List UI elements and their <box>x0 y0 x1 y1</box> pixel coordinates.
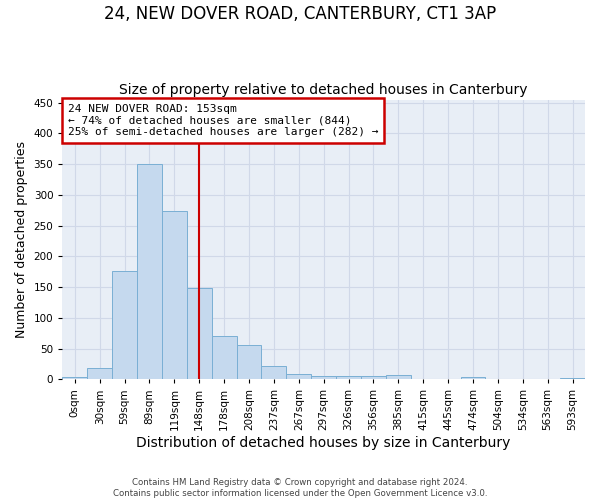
Bar <box>386 375 411 380</box>
Bar <box>87 368 112 380</box>
Bar <box>212 336 236 380</box>
X-axis label: Distribution of detached houses by size in Canterbury: Distribution of detached houses by size … <box>136 436 511 450</box>
Bar <box>461 378 485 380</box>
Bar <box>336 376 361 380</box>
Bar <box>137 164 162 380</box>
Title: Size of property relative to detached houses in Canterbury: Size of property relative to detached ho… <box>119 83 528 97</box>
Text: 24, NEW DOVER ROAD, CANTERBURY, CT1 3AP: 24, NEW DOVER ROAD, CANTERBURY, CT1 3AP <box>104 5 496 23</box>
Bar <box>236 346 262 380</box>
Bar <box>361 376 386 380</box>
Bar <box>162 212 187 380</box>
Bar <box>262 366 286 380</box>
Bar <box>286 374 311 380</box>
Bar <box>187 288 212 380</box>
Text: 24 NEW DOVER ROAD: 153sqm
← 74% of detached houses are smaller (844)
25% of semi: 24 NEW DOVER ROAD: 153sqm ← 74% of detac… <box>68 104 378 137</box>
Y-axis label: Number of detached properties: Number of detached properties <box>15 141 28 338</box>
Text: Contains HM Land Registry data © Crown copyright and database right 2024.
Contai: Contains HM Land Registry data © Crown c… <box>113 478 487 498</box>
Bar <box>311 376 336 380</box>
Bar <box>560 378 585 380</box>
Bar <box>62 378 87 380</box>
Bar <box>112 271 137 380</box>
